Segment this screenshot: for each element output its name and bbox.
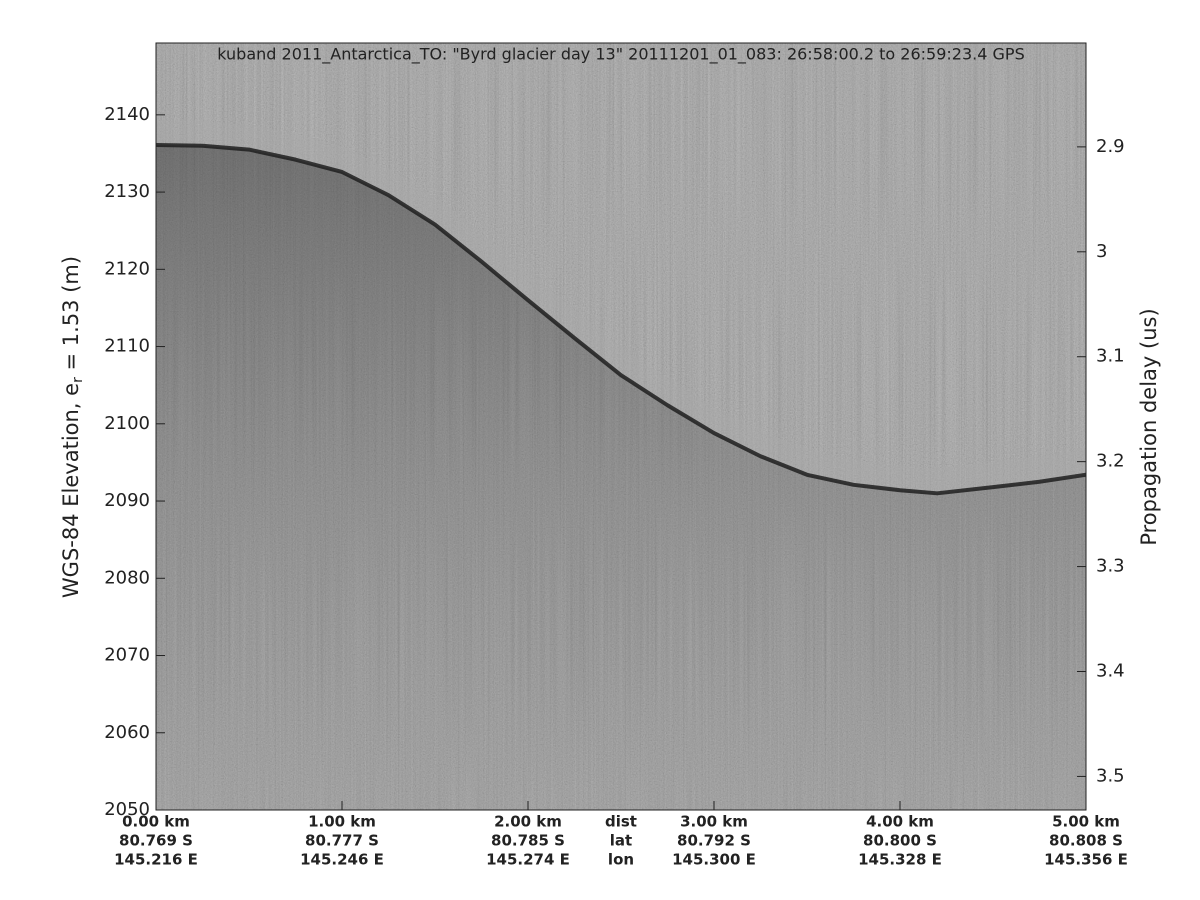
x-tick-lon: 145.300 E bbox=[672, 851, 756, 869]
surface-band bbox=[156, 119, 1086, 491]
x-tick-lat: 80.777 S bbox=[305, 832, 379, 850]
x-tick-lat: 80.792 S bbox=[677, 832, 751, 850]
y-tick-label: 2060 bbox=[104, 722, 150, 743]
y-tick-label: 2120 bbox=[104, 258, 150, 279]
y2-tick-label: 3.3 bbox=[1096, 556, 1125, 577]
chart-title: kuband 2011_Antarctica_TO: "Byrd glacier… bbox=[217, 45, 1024, 65]
y-label-sub: r bbox=[70, 377, 86, 383]
y-tick-label: 2070 bbox=[104, 645, 150, 666]
x-tick-lat: 80.769 S bbox=[119, 832, 193, 850]
y2-tick-label: 3.1 bbox=[1096, 346, 1125, 367]
y2-tick-label: 2.9 bbox=[1096, 136, 1125, 157]
x-tick-lat: 80.800 S bbox=[863, 832, 937, 850]
x-tick-lon: 145.274 E bbox=[486, 851, 570, 869]
y-tick-label: 2050 bbox=[104, 799, 150, 820]
subsurface-shade bbox=[156, 144, 1086, 810]
x-tick-lon: 145.246 E bbox=[300, 851, 384, 869]
x-tick-lon: 145.328 E bbox=[858, 851, 942, 869]
x-tick-lat: 80.785 S bbox=[491, 832, 565, 850]
y-tick-label: 2140 bbox=[104, 104, 150, 125]
y-axis-label: WGS-84 Elevation, er = 1.53 (m) bbox=[59, 256, 86, 598]
x-tick-label: 4.00 km bbox=[866, 813, 934, 831]
x-tick-label: 0.00 km bbox=[122, 813, 190, 831]
x-tick-lon: 145.216 E bbox=[114, 851, 198, 869]
y-tick-label: 2130 bbox=[104, 181, 150, 202]
plot-area bbox=[156, 43, 1086, 810]
x-tick-label: 3.00 km bbox=[680, 813, 748, 831]
x-tick-label: 1.00 km bbox=[308, 813, 376, 831]
y2-tick-label: 3.5 bbox=[1096, 765, 1125, 786]
axes-box bbox=[155, 42, 1087, 811]
y2-axis-label: Propagation delay (us) bbox=[1137, 308, 1161, 545]
surface-line bbox=[156, 142, 1086, 496]
y-label-main: WGS-84 Elevation, e bbox=[59, 383, 83, 598]
y-tick-label: 2100 bbox=[104, 413, 150, 434]
x-tick-label: 5.00 km bbox=[1052, 813, 1120, 831]
y2-tick-label: 3 bbox=[1096, 241, 1107, 262]
y2-tick-label: 3.4 bbox=[1096, 660, 1125, 681]
y-tick-label: 2110 bbox=[104, 336, 150, 357]
y-label-rest: = 1.53 (m) bbox=[59, 256, 83, 377]
y-tick-label: 2080 bbox=[104, 567, 150, 588]
x-tick-lat: 80.808 S bbox=[1049, 832, 1123, 850]
y-tick-label: 2090 bbox=[104, 490, 150, 511]
x-row-label: lat bbox=[610, 832, 632, 850]
x-row-label: dist bbox=[605, 813, 637, 831]
x-tick-label: 2.00 km bbox=[494, 813, 562, 831]
y2-tick-label: 3.2 bbox=[1096, 451, 1125, 472]
x-tick-lon: 145.356 E bbox=[1044, 851, 1128, 869]
x-row-label: lon bbox=[608, 851, 634, 869]
